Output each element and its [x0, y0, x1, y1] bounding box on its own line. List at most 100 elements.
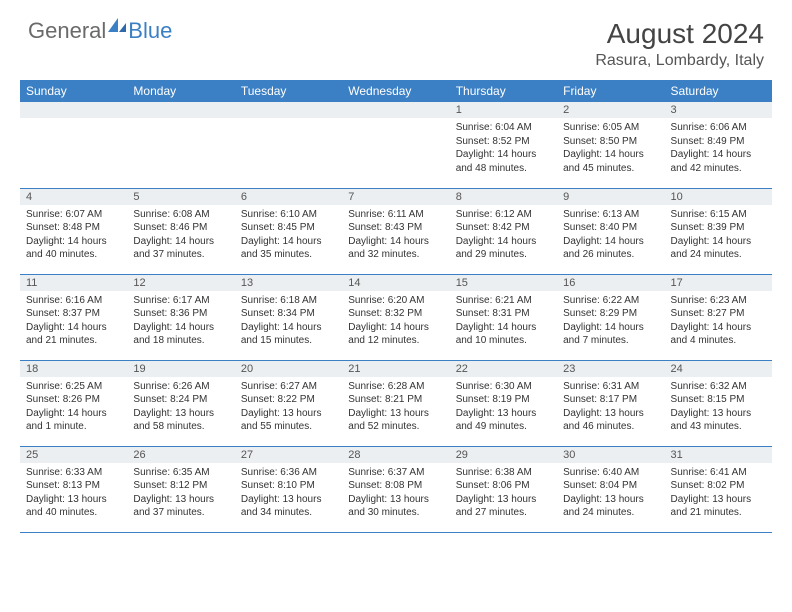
- sunrise-line: Sunrise: 6:15 AM: [671, 208, 766, 222]
- sunset-line: Sunset: 8:40 PM: [563, 221, 658, 235]
- sunrise-line: Sunrise: 6:32 AM: [671, 380, 766, 394]
- daylight-line: Daylight: 13 hours and 21 minutes.: [671, 493, 766, 520]
- calendar-day-cell: 25Sunrise: 6:33 AMSunset: 8:13 PMDayligh…: [20, 446, 127, 532]
- daylight-line: Daylight: 14 hours and 21 minutes.: [26, 321, 121, 348]
- daylight-line: Daylight: 14 hours and 7 minutes.: [563, 321, 658, 348]
- day-details: Sunrise: 6:22 AMSunset: 8:29 PMDaylight:…: [557, 291, 664, 352]
- day-details: [127, 118, 234, 125]
- sunrise-line: Sunrise: 6:26 AM: [133, 380, 228, 394]
- sunrise-line: Sunrise: 6:31 AM: [563, 380, 658, 394]
- day-number: [235, 102, 342, 118]
- title-block: August 2024 Rasura, Lombardy, Italy: [595, 18, 764, 70]
- day-details: Sunrise: 6:10 AMSunset: 8:45 PMDaylight:…: [235, 205, 342, 266]
- calendar-empty-cell: [235, 102, 342, 188]
- calendar-day-cell: 29Sunrise: 6:38 AMSunset: 8:06 PMDayligh…: [450, 446, 557, 532]
- daylight-line: Daylight: 13 hours and 46 minutes.: [563, 407, 658, 434]
- calendar-day-cell: 23Sunrise: 6:31 AMSunset: 8:17 PMDayligh…: [557, 360, 664, 446]
- calendar-day-cell: 20Sunrise: 6:27 AMSunset: 8:22 PMDayligh…: [235, 360, 342, 446]
- day-number: 20: [235, 361, 342, 377]
- day-number: 1: [450, 102, 557, 118]
- sunrise-line: Sunrise: 6:35 AM: [133, 466, 228, 480]
- day-number: 12: [127, 275, 234, 291]
- day-number: 27: [235, 447, 342, 463]
- day-number: 26: [127, 447, 234, 463]
- daylight-line: Daylight: 14 hours and 4 minutes.: [671, 321, 766, 348]
- daylight-line: Daylight: 13 hours and 40 minutes.: [26, 493, 121, 520]
- day-number: [20, 102, 127, 118]
- weekday-header: Monday: [127, 80, 234, 102]
- daylight-line: Daylight: 14 hours and 1 minute.: [26, 407, 121, 434]
- sunset-line: Sunset: 8:06 PM: [456, 479, 551, 493]
- weekday-header: Sunday: [20, 80, 127, 102]
- day-number: 9: [557, 189, 664, 205]
- logo-sail-icon: [106, 16, 128, 34]
- calendar-day-cell: 7Sunrise: 6:11 AMSunset: 8:43 PMDaylight…: [342, 188, 449, 274]
- day-number: 2: [557, 102, 664, 118]
- calendar-day-cell: 3Sunrise: 6:06 AMSunset: 8:49 PMDaylight…: [665, 102, 772, 188]
- calendar-day-cell: 19Sunrise: 6:26 AMSunset: 8:24 PMDayligh…: [127, 360, 234, 446]
- weekday-header: Tuesday: [235, 80, 342, 102]
- daylight-line: Daylight: 13 hours and 24 minutes.: [563, 493, 658, 520]
- calendar-day-cell: 30Sunrise: 6:40 AMSunset: 8:04 PMDayligh…: [557, 446, 664, 532]
- day-details: Sunrise: 6:20 AMSunset: 8:32 PMDaylight:…: [342, 291, 449, 352]
- day-number: 13: [235, 275, 342, 291]
- daylight-line: Daylight: 13 hours and 27 minutes.: [456, 493, 551, 520]
- day-number: 16: [557, 275, 664, 291]
- sunrise-line: Sunrise: 6:38 AM: [456, 466, 551, 480]
- calendar-day-cell: 24Sunrise: 6:32 AMSunset: 8:15 PMDayligh…: [665, 360, 772, 446]
- day-details: [342, 118, 449, 125]
- sunset-line: Sunset: 8:21 PM: [348, 393, 443, 407]
- day-details: Sunrise: 6:30 AMSunset: 8:19 PMDaylight:…: [450, 377, 557, 438]
- calendar-day-cell: 8Sunrise: 6:12 AMSunset: 8:42 PMDaylight…: [450, 188, 557, 274]
- sunset-line: Sunset: 8:10 PM: [241, 479, 336, 493]
- day-number: 24: [665, 361, 772, 377]
- sunrise-line: Sunrise: 6:27 AM: [241, 380, 336, 394]
- day-details: Sunrise: 6:23 AMSunset: 8:27 PMDaylight:…: [665, 291, 772, 352]
- sunrise-line: Sunrise: 6:20 AM: [348, 294, 443, 308]
- weekday-header: Wednesday: [342, 80, 449, 102]
- day-details: Sunrise: 6:16 AMSunset: 8:37 PMDaylight:…: [20, 291, 127, 352]
- logo-text-2: Blue: [128, 18, 172, 44]
- day-details: Sunrise: 6:05 AMSunset: 8:50 PMDaylight:…: [557, 118, 664, 179]
- sunrise-line: Sunrise: 6:12 AM: [456, 208, 551, 222]
- sunrise-line: Sunrise: 6:25 AM: [26, 380, 121, 394]
- calendar-day-cell: 1Sunrise: 6:04 AMSunset: 8:52 PMDaylight…: [450, 102, 557, 188]
- weekday-header-row: SundayMondayTuesdayWednesdayThursdayFrid…: [20, 80, 772, 102]
- day-details: [235, 118, 342, 125]
- sunrise-line: Sunrise: 6:36 AM: [241, 466, 336, 480]
- calendar-week-row: 4Sunrise: 6:07 AMSunset: 8:48 PMDaylight…: [20, 188, 772, 274]
- sunset-line: Sunset: 8:32 PM: [348, 307, 443, 321]
- daylight-line: Daylight: 14 hours and 35 minutes.: [241, 235, 336, 262]
- sunrise-line: Sunrise: 6:37 AM: [348, 466, 443, 480]
- day-number: [127, 102, 234, 118]
- daylight-line: Daylight: 14 hours and 10 minutes.: [456, 321, 551, 348]
- calendar-day-cell: 14Sunrise: 6:20 AMSunset: 8:32 PMDayligh…: [342, 274, 449, 360]
- sunset-line: Sunset: 8:26 PM: [26, 393, 121, 407]
- day-number: 23: [557, 361, 664, 377]
- sunrise-line: Sunrise: 6:28 AM: [348, 380, 443, 394]
- day-number: 22: [450, 361, 557, 377]
- day-number: 18: [20, 361, 127, 377]
- day-details: Sunrise: 6:21 AMSunset: 8:31 PMDaylight:…: [450, 291, 557, 352]
- day-details: Sunrise: 6:13 AMSunset: 8:40 PMDaylight:…: [557, 205, 664, 266]
- day-details: Sunrise: 6:38 AMSunset: 8:06 PMDaylight:…: [450, 463, 557, 524]
- day-details: Sunrise: 6:04 AMSunset: 8:52 PMDaylight:…: [450, 118, 557, 179]
- sunset-line: Sunset: 8:34 PM: [241, 307, 336, 321]
- day-number: 11: [20, 275, 127, 291]
- day-number: 15: [450, 275, 557, 291]
- sunset-line: Sunset: 8:49 PM: [671, 135, 766, 149]
- day-details: Sunrise: 6:32 AMSunset: 8:15 PMDaylight:…: [665, 377, 772, 438]
- day-number: 5: [127, 189, 234, 205]
- sunrise-line: Sunrise: 6:04 AM: [456, 121, 551, 135]
- daylight-line: Daylight: 14 hours and 26 minutes.: [563, 235, 658, 262]
- sunrise-line: Sunrise: 6:40 AM: [563, 466, 658, 480]
- day-details: Sunrise: 6:07 AMSunset: 8:48 PMDaylight:…: [20, 205, 127, 266]
- day-number: 30: [557, 447, 664, 463]
- sunset-line: Sunset: 8:42 PM: [456, 221, 551, 235]
- logo-text-1: General: [28, 18, 106, 44]
- day-details: Sunrise: 6:26 AMSunset: 8:24 PMDaylight:…: [127, 377, 234, 438]
- day-number: 28: [342, 447, 449, 463]
- daylight-line: Daylight: 14 hours and 42 minutes.: [671, 148, 766, 175]
- sunset-line: Sunset: 8:52 PM: [456, 135, 551, 149]
- sunset-line: Sunset: 8:37 PM: [26, 307, 121, 321]
